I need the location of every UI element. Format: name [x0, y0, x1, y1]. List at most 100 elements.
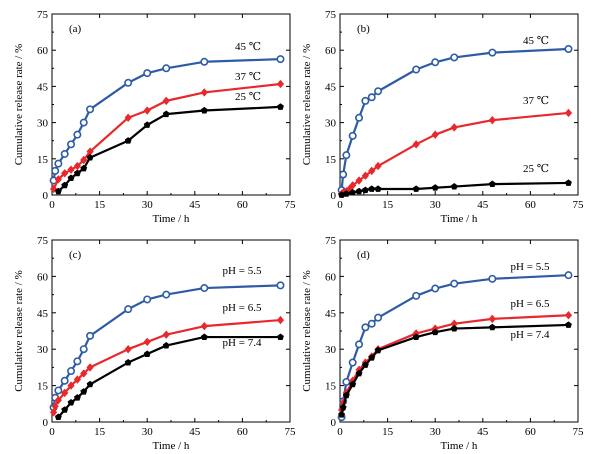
series-3: 25 ℃: [338, 163, 572, 198]
data-point: [450, 319, 458, 328]
data-point: [488, 314, 496, 324]
data-point: [162, 330, 170, 339]
data-point: [412, 65, 421, 74]
series-line: [57, 335, 281, 418]
data-point: [124, 113, 132, 122]
data-point: [412, 333, 420, 340]
data-point: [200, 284, 209, 293]
y-axis-label: Cumulative release rate / %: [301, 44, 313, 166]
y-tick-label: 0: [331, 190, 337, 202]
data-point: [564, 271, 573, 280]
data-point: [86, 147, 94, 156]
data-point: [355, 365, 363, 375]
y-tick-label: 75: [325, 235, 337, 247]
y-axis-label: Cumulative release rate / %: [13, 44, 25, 166]
data-point: [124, 345, 132, 354]
data-point: [412, 140, 420, 149]
data-point: [361, 323, 370, 332]
data-point: [277, 333, 284, 340]
x-tick-label: 0: [49, 426, 55, 438]
chart-panel-2: 0 15 30 45 60 75 0 15 30 45 60 75 Time / h Cumulative…: [301, 9, 584, 225]
series-3: pH = 7.4: [338, 321, 572, 418]
data-point: [374, 346, 382, 354]
y-tick-label: 45: [37, 308, 49, 320]
data-point: [54, 386, 63, 395]
data-point: [67, 174, 75, 182]
data-point: [54, 159, 63, 168]
chart-panel-3: 0 15 30 45 60 75 0 15 30 45 60 75 Time / h Cumulative…: [13, 235, 296, 452]
data-point: [450, 123, 458, 132]
data-point: [86, 331, 95, 340]
data-point: [342, 391, 350, 399]
y-tick-label: 60: [37, 271, 49, 283]
data-point: [86, 105, 95, 114]
data-point: [86, 363, 94, 372]
data-point: [339, 170, 348, 179]
data-point: [368, 166, 376, 176]
data-point: [80, 164, 88, 172]
data-point: [143, 350, 151, 357]
data-point: [276, 55, 285, 64]
data-point: [361, 171, 369, 180]
x-tick-label: 0: [49, 199, 55, 211]
y-tick-label: 30: [325, 118, 337, 130]
x-axis-label: Time / h: [153, 440, 190, 452]
x-tick-label: 0: [337, 199, 343, 211]
data-point: [488, 180, 496, 188]
data-point: [367, 319, 376, 328]
data-point: [61, 181, 69, 189]
data-point: [143, 295, 152, 304]
data-point: [276, 281, 285, 290]
data-point: [565, 179, 572, 186]
series-1: 45 ℃: [49, 41, 285, 185]
data-point: [86, 380, 94, 388]
x-axis-label: Time / h: [153, 213, 190, 225]
data-point: [368, 354, 376, 361]
data-point: [450, 53, 459, 62]
data-point: [124, 78, 133, 87]
data-point: [49, 408, 58, 417]
data-point: [342, 377, 351, 386]
data-point: [361, 96, 370, 105]
series-label: pH = 5.5: [511, 261, 550, 273]
data-point: [431, 328, 439, 336]
data-point: [51, 402, 59, 411]
x-tick-label: 75: [573, 199, 585, 211]
data-point: [450, 182, 458, 190]
data-point: [355, 176, 363, 185]
data-point: [374, 313, 383, 322]
y-tick-label: 60: [37, 45, 49, 57]
data-point: [488, 48, 497, 57]
data-point: [345, 184, 354, 194]
data-point: [348, 358, 357, 367]
x-tick-label: 15: [382, 426, 394, 438]
series-line: [340, 274, 569, 418]
series-label: 25 ℃: [235, 91, 261, 103]
data-point: [124, 137, 132, 144]
data-point: [73, 375, 81, 384]
series-label: pH = 5.5: [223, 265, 262, 277]
x-tick-label: 45: [477, 199, 489, 211]
data-point: [67, 398, 75, 406]
series-3: pH = 7.4: [54, 333, 284, 421]
data-point: [565, 321, 572, 328]
y-tick-label: 15: [325, 381, 337, 393]
data-point: [276, 315, 285, 325]
y-tick-label: 45: [325, 308, 337, 320]
data-point: [355, 369, 363, 377]
data-point: [61, 169, 69, 178]
data-point: [564, 108, 573, 118]
x-tick-label: 75: [285, 426, 297, 438]
data-point: [143, 106, 151, 115]
x-tick-label: 15: [94, 426, 106, 438]
data-point: [143, 337, 151, 347]
series-label: pH = 7.4: [223, 337, 262, 349]
series-2: 37 ℃: [49, 71, 285, 194]
y-tick-label: 60: [325, 271, 337, 283]
data-point: [143, 69, 152, 78]
panel-label: (d): [357, 249, 370, 261]
data-point: [67, 165, 75, 174]
data-point: [73, 394, 81, 401]
data-point: [355, 187, 363, 195]
y-tick-label: 75: [325, 9, 337, 21]
